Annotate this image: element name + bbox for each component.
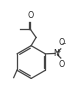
Text: −: −: [62, 41, 66, 46]
Text: O: O: [59, 60, 65, 69]
Text: N: N: [53, 49, 59, 58]
Text: O: O: [27, 11, 33, 20]
Text: O: O: [59, 38, 65, 47]
Text: +: +: [57, 49, 61, 54]
